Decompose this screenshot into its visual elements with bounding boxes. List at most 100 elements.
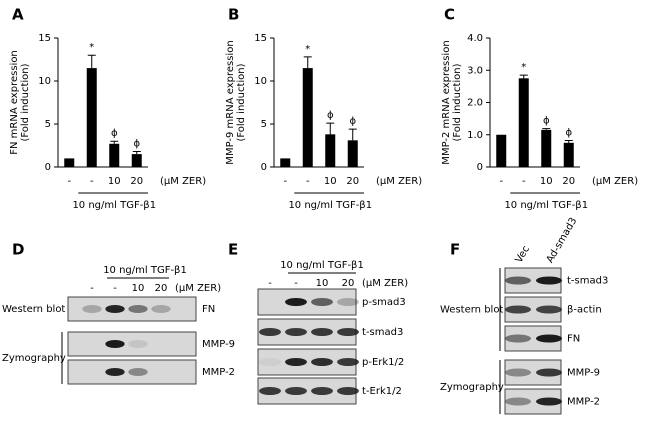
group-label: Western blot bbox=[440, 305, 503, 316]
band bbox=[128, 368, 148, 376]
band bbox=[504, 397, 532, 406]
band bbox=[285, 358, 307, 366]
band bbox=[504, 305, 532, 314]
band bbox=[128, 340, 148, 348]
bar bbox=[563, 142, 574, 167]
lane-label: 10 bbox=[316, 278, 329, 289]
x-tick-label: 10 bbox=[108, 176, 121, 187]
panel-label: D bbox=[12, 241, 24, 259]
band bbox=[337, 358, 359, 366]
dose-unit: (μM ZER) bbox=[160, 176, 206, 187]
band bbox=[311, 298, 333, 306]
band bbox=[259, 358, 281, 366]
y-axis-label: (Fold induction) bbox=[236, 63, 247, 141]
band bbox=[128, 305, 148, 313]
band bbox=[504, 276, 532, 285]
blot-strip bbox=[257, 288, 357, 316]
bar bbox=[518, 78, 529, 167]
y-tick-label: 0 bbox=[261, 162, 267, 173]
y-axis-label: (Fold induction) bbox=[20, 63, 31, 141]
x-tick-label: 20 bbox=[562, 176, 575, 187]
treatment-label: 10 ng/ml TGF-β1 bbox=[72, 200, 156, 211]
annotation: * bbox=[305, 44, 310, 55]
y-tick-label: 5 bbox=[45, 119, 51, 130]
bar bbox=[496, 134, 507, 167]
band bbox=[285, 387, 307, 395]
panel-label: C bbox=[444, 6, 455, 24]
error-bar bbox=[303, 56, 312, 69]
dose-unit: (μM ZER) bbox=[592, 176, 638, 187]
annotation: ϕ bbox=[133, 139, 140, 150]
band bbox=[535, 397, 563, 406]
bar bbox=[302, 68, 313, 167]
annotation: * bbox=[89, 42, 94, 53]
dose-unit: (μM ZER) bbox=[175, 283, 221, 294]
error-bar bbox=[110, 140, 119, 144]
y-axis-label: (Fold induction) bbox=[452, 63, 463, 141]
band bbox=[259, 387, 281, 395]
error-bar bbox=[519, 74, 528, 79]
lane-label: - bbox=[90, 283, 94, 294]
row-label: t-Erk1/2 bbox=[362, 386, 402, 397]
bar bbox=[86, 68, 97, 167]
x-tick-label: 20 bbox=[346, 176, 359, 187]
band bbox=[535, 305, 563, 314]
panel-label: A bbox=[12, 6, 24, 24]
bar bbox=[131, 154, 142, 167]
error-bar bbox=[132, 151, 141, 155]
x-tick-label: 20 bbox=[130, 176, 143, 187]
x-tick-label: - bbox=[306, 176, 310, 187]
band bbox=[105, 368, 125, 376]
lane-label: - bbox=[113, 283, 117, 294]
bar bbox=[64, 158, 75, 167]
error-bar bbox=[348, 128, 357, 141]
bar bbox=[541, 129, 552, 167]
band bbox=[259, 328, 281, 336]
error-bar bbox=[87, 54, 96, 69]
y-tick-label: 0 bbox=[477, 162, 483, 173]
x-tick-label: - bbox=[67, 176, 71, 187]
bar bbox=[109, 143, 120, 167]
row-label: MMP-9 bbox=[567, 368, 600, 379]
row-label: p-smad3 bbox=[362, 297, 406, 308]
row-label: t-smad3 bbox=[567, 276, 608, 287]
row-label: t-smad3 bbox=[362, 327, 403, 338]
lane-label: 20 bbox=[155, 283, 168, 294]
band bbox=[105, 340, 125, 348]
band bbox=[535, 368, 563, 377]
lane-label: 10 bbox=[132, 283, 145, 294]
lane-label: Ad-smad3 bbox=[545, 216, 580, 265]
y-tick-label: 10 bbox=[254, 76, 267, 87]
band bbox=[337, 328, 359, 336]
error-bar bbox=[326, 122, 335, 135]
blot-strip bbox=[67, 359, 197, 385]
row-label: FN bbox=[567, 334, 580, 345]
bar bbox=[325, 134, 336, 167]
band bbox=[504, 368, 532, 377]
y-tick-label: 0 bbox=[45, 162, 51, 173]
band bbox=[535, 276, 563, 285]
row-label: p-Erk1/2 bbox=[362, 357, 404, 368]
y-tick-label: 15 bbox=[254, 33, 267, 44]
x-tick-label: - bbox=[90, 176, 94, 187]
treatment-label: 10 ng/ml TGF-β1 bbox=[280, 260, 364, 271]
blot-strip bbox=[67, 331, 197, 357]
row-label: β-actin bbox=[567, 305, 602, 316]
band bbox=[337, 387, 359, 395]
group-label: Zymography bbox=[440, 382, 504, 393]
x-tick-label: 10 bbox=[324, 176, 337, 187]
x-tick-label: - bbox=[522, 176, 526, 187]
y-axis-label: MMP-9 mRNA expression bbox=[225, 40, 236, 164]
band bbox=[337, 298, 359, 306]
lane-label: Vec bbox=[514, 244, 532, 265]
y-axis-label: FN mRNA expression bbox=[9, 50, 20, 155]
lane-label: 20 bbox=[342, 278, 355, 289]
band bbox=[285, 328, 307, 336]
band bbox=[151, 305, 171, 313]
y-tick-label: 3.0 bbox=[467, 65, 483, 76]
error-bar bbox=[542, 128, 551, 130]
y-tick-label: 2.0 bbox=[467, 98, 483, 109]
bar bbox=[347, 140, 358, 167]
annotation: ϕ bbox=[349, 116, 356, 127]
